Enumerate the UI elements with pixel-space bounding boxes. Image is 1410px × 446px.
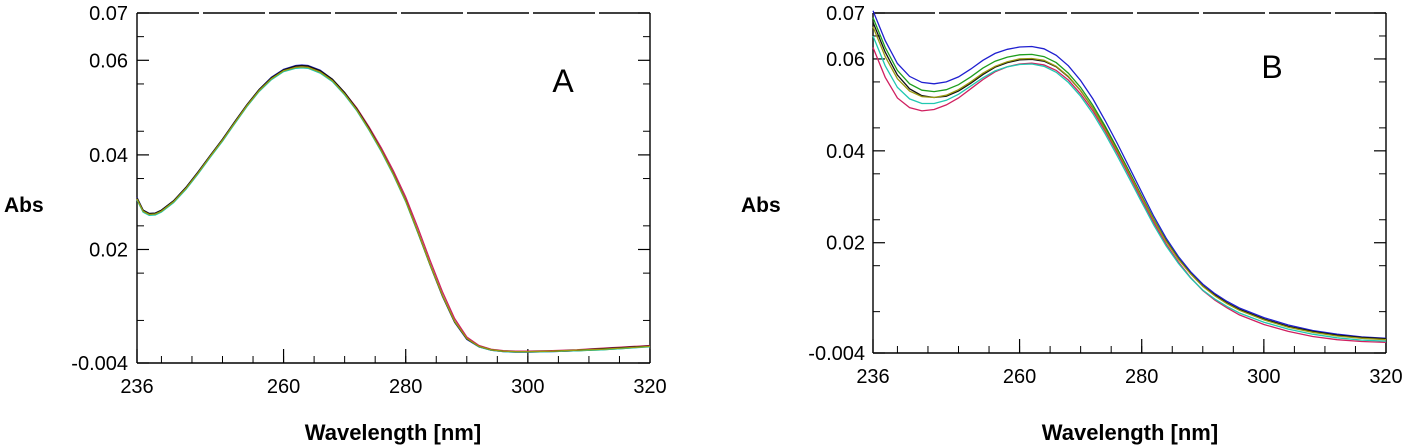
y-tick-label: 0.06	[826, 49, 865, 71]
x-tick-label: 300	[1247, 366, 1280, 388]
y-tick-label: 0.04	[826, 141, 865, 163]
y-tick-label: 0.07	[826, 3, 865, 25]
panel-letter: B	[1261, 49, 1282, 85]
spectrum-line-1	[872, 10, 1387, 339]
x-axis-label: Wavelength [nm]	[305, 420, 481, 445]
chart-panel-a: 236 260 280 300 320 -0.004 0.02 0.04 0.06 0.07 Wav…	[4, 3, 667, 445]
chart-panel-b: 236 260 280 300 320 -0.004 0.02 0.04 0.06 0.07 Wav…	[741, 3, 1403, 445]
x-tick-label: 320	[633, 376, 666, 398]
y-tick-label: -0.004	[808, 343, 865, 365]
spectrum-line-2	[136, 66, 651, 353]
spectrum-line-5	[872, 21, 1387, 340]
spectrum-line-4	[872, 35, 1387, 342]
x-tick-label: 236	[120, 376, 153, 398]
y-tick-label: 0.07	[89, 3, 128, 25]
y-axis-label: Abs	[4, 194, 44, 217]
spectrum-line-4	[136, 67, 651, 353]
x-tick-label: 280	[1125, 366, 1158, 388]
spectrum-line-5	[136, 64, 651, 353]
spectrum-line-3	[136, 65, 651, 352]
y-tick-label: 0.06	[89, 50, 128, 72]
y-tick-label: 0.04	[89, 145, 128, 167]
panel-letter: A	[552, 63, 574, 99]
x-tick-label: 320	[1369, 366, 1402, 388]
x-tick-label: 236	[856, 366, 889, 388]
spectrum-line-6	[136, 66, 651, 353]
x-tick-label: 300	[511, 376, 544, 398]
y-axis-label: Abs	[741, 194, 781, 217]
spectrum-line-3	[872, 47, 1387, 344]
y-tick-label: 0.02	[89, 239, 128, 261]
x-axis-label: Wavelength [nm]	[1042, 420, 1218, 445]
x-tick-label: 260	[1003, 366, 1036, 388]
x-tick-label: 260	[267, 376, 300, 398]
x-tick-label: 280	[389, 376, 422, 398]
spectrum-line-6	[872, 26, 1387, 341]
y-tick-label: 0.02	[826, 233, 865, 255]
y-tick-label: -0.004	[71, 353, 128, 375]
spectrum-line-1	[136, 64, 651, 353]
